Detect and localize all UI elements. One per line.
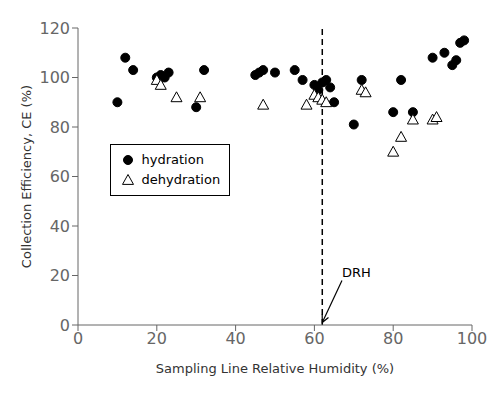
- svg-text:Collection Efficiency, CE (%): Collection Efficiency, CE (%): [19, 85, 34, 268]
- svg-text:0: 0: [73, 329, 83, 348]
- html-text:dehydration: dehydration: [141, 171, 221, 187]
- html-text:hydration: hydration: [141, 151, 204, 167]
- svg-text:80: 80: [50, 118, 70, 137]
- svg-text:100: 100: [39, 68, 70, 87]
- svg-text:Sampling Line Relative Humidit: Sampling Line Relative Humidity (%): [156, 361, 394, 376]
- svg-text:60: 60: [50, 167, 70, 186]
- svg-text:60: 60: [304, 329, 324, 348]
- svg-text:DRH: DRH: [342, 265, 371, 280]
- svg-text:20: 20: [50, 266, 70, 285]
- svg-text:120: 120: [39, 19, 70, 38]
- svg-text:40: 40: [225, 329, 245, 348]
- svg-text:40: 40: [50, 217, 70, 236]
- svg-text:20: 20: [147, 329, 167, 348]
- svg-text:0: 0: [60, 316, 70, 335]
- svg-text:80: 80: [383, 329, 403, 348]
- svg-text:100: 100: [457, 329, 488, 348]
